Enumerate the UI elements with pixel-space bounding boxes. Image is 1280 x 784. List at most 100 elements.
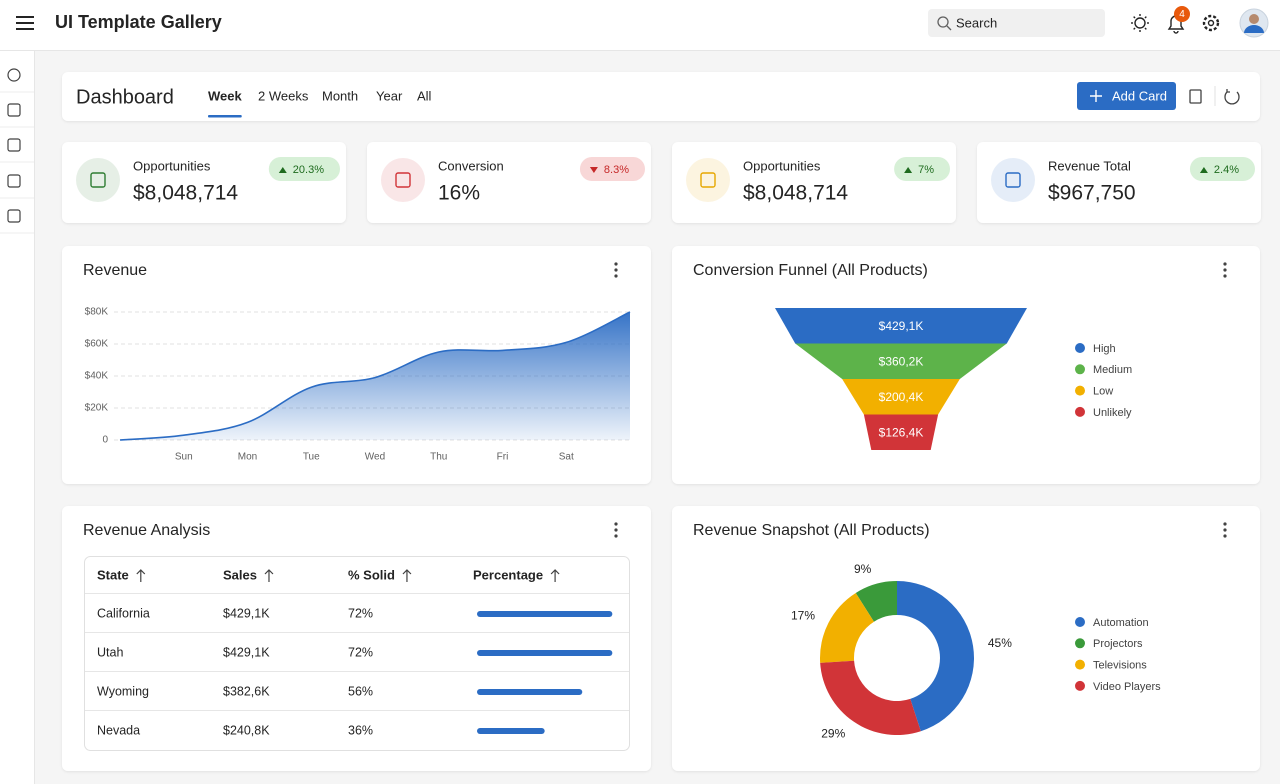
more-menu[interactable] [614, 262, 618, 266]
more-menu[interactable] [614, 534, 618, 538]
tab[interactable]: Year [376, 88, 403, 103]
card [367, 142, 651, 223]
more-menu[interactable] [1223, 268, 1227, 272]
more-menu[interactable] [1223, 534, 1227, 538]
legend-label: Video Players [1093, 681, 1161, 693]
search-placeholder[interactable]: Search [956, 15, 997, 30]
more-menu[interactable] [614, 522, 618, 526]
donut-slice [897, 581, 974, 732]
tab[interactable]: All [417, 88, 432, 103]
percentage-bar [477, 728, 545, 734]
legend-swatch [1075, 638, 1085, 649]
legend-label: Televisions [1093, 660, 1147, 672]
page-title: Dashboard [76, 86, 174, 108]
kpi-icon [90, 172, 106, 188]
x-tick-label: Sun [175, 452, 193, 463]
y-tick-label: $40K [85, 371, 109, 382]
donut-value-label: 17% [791, 608, 815, 622]
search-box[interactable] [928, 9, 1105, 37]
theme-icon [1133, 27, 1136, 30]
percentage-bar [477, 650, 613, 656]
nav-icon[interactable] [7, 209, 21, 223]
tab-indicator [208, 115, 242, 118]
add-card-button[interactable] [1077, 82, 1176, 110]
refresh-icon[interactable] [1224, 89, 1240, 105]
column-header[interactable]: State [97, 567, 129, 582]
kpi-icon-bg [991, 158, 1035, 202]
kpi-value: $967,750 [1048, 182, 1136, 205]
tab[interactable]: Week [208, 88, 242, 103]
funnel-segment [863, 414, 939, 450]
donut-slice [819, 592, 874, 663]
nav-icon[interactable] [7, 174, 21, 188]
avatar [1244, 25, 1264, 33]
column-header[interactable]: Percentage [473, 567, 543, 582]
card-title: Revenue [83, 262, 147, 279]
funnel-segment [795, 343, 1007, 379]
kpi-change-badge [268, 157, 340, 181]
trend-arrow [278, 167, 287, 173]
donut-slice [855, 580, 897, 622]
nav-icon[interactable] [7, 103, 21, 117]
table-cell: California [97, 606, 150, 620]
table-cell: 36% [348, 723, 373, 737]
table-cell: 72% [348, 606, 373, 620]
card-title: Revenue Snapshot (All Products) [693, 522, 930, 539]
legend-swatch [1075, 385, 1085, 396]
legend-label: Medium [1093, 364, 1132, 376]
card-title: Revenue Analysis [83, 522, 210, 539]
more-menu[interactable] [1223, 528, 1227, 532]
x-tick-label: Wed [365, 452, 385, 463]
kpi-value: $8,048,714 [743, 182, 848, 205]
kpi-value: 16% [438, 182, 480, 205]
settings-icon[interactable] [1202, 14, 1220, 32]
tab[interactable]: 2 Weeks [258, 88, 309, 103]
more-menu[interactable] [614, 268, 618, 272]
more-menu[interactable] [1223, 262, 1227, 266]
x-tick-label: Thu [430, 452, 447, 463]
card-title: Conversion Funnel (All Products) [693, 262, 928, 279]
legend-swatch [1075, 617, 1085, 627]
kpi-change: 7% [918, 164, 934, 176]
tab[interactable]: Month [322, 88, 358, 103]
table-cell: $429,1K [223, 645, 270, 659]
column-header[interactable]: % Solid [348, 567, 395, 582]
x-tick-label: Tue [303, 452, 320, 463]
add-card-label[interactable]: Add Card [1112, 88, 1167, 103]
theme-icon[interactable] [1134, 17, 1146, 29]
card [672, 142, 956, 223]
kpi-label: Conversion [438, 158, 504, 173]
table-cell: 72% [348, 645, 373, 659]
nav-icon[interactable] [7, 138, 21, 152]
kpi-change-badge [1189, 157, 1255, 181]
table-cell: 56% [348, 684, 373, 698]
nav-icon[interactable] [7, 68, 21, 82]
percentage-bar [477, 611, 613, 617]
kpi-change-badge [894, 157, 950, 181]
sidebar [0, 51, 34, 784]
theme-icon [1144, 16, 1147, 19]
kpi-label: Opportunities [743, 158, 821, 173]
area-line [119, 311, 631, 441]
search-icon [946, 25, 952, 31]
kpi-change: 8.3% [604, 164, 629, 176]
export-icon[interactable] [1189, 89, 1202, 104]
funnel-value-label: $126,4K [879, 425, 924, 439]
more-menu[interactable] [614, 274, 618, 278]
notification-badge [1174, 6, 1190, 22]
kpi-icon [395, 172, 411, 188]
kpi-icon [700, 172, 716, 188]
more-menu[interactable] [1223, 522, 1227, 526]
plus-icon [1090, 90, 1102, 102]
sort-icon [264, 569, 274, 582]
kpi-value: $8,048,714 [133, 182, 238, 205]
sort-icon [402, 569, 412, 582]
more-menu[interactable] [614, 528, 618, 532]
legend-swatch [1075, 364, 1085, 375]
legend-label: Unlikely [1093, 407, 1132, 419]
column-header[interactable]: Sales [223, 567, 257, 582]
area-fill [120, 312, 630, 440]
more-menu[interactable] [1223, 274, 1227, 278]
donut-value-label: 9% [854, 562, 872, 576]
